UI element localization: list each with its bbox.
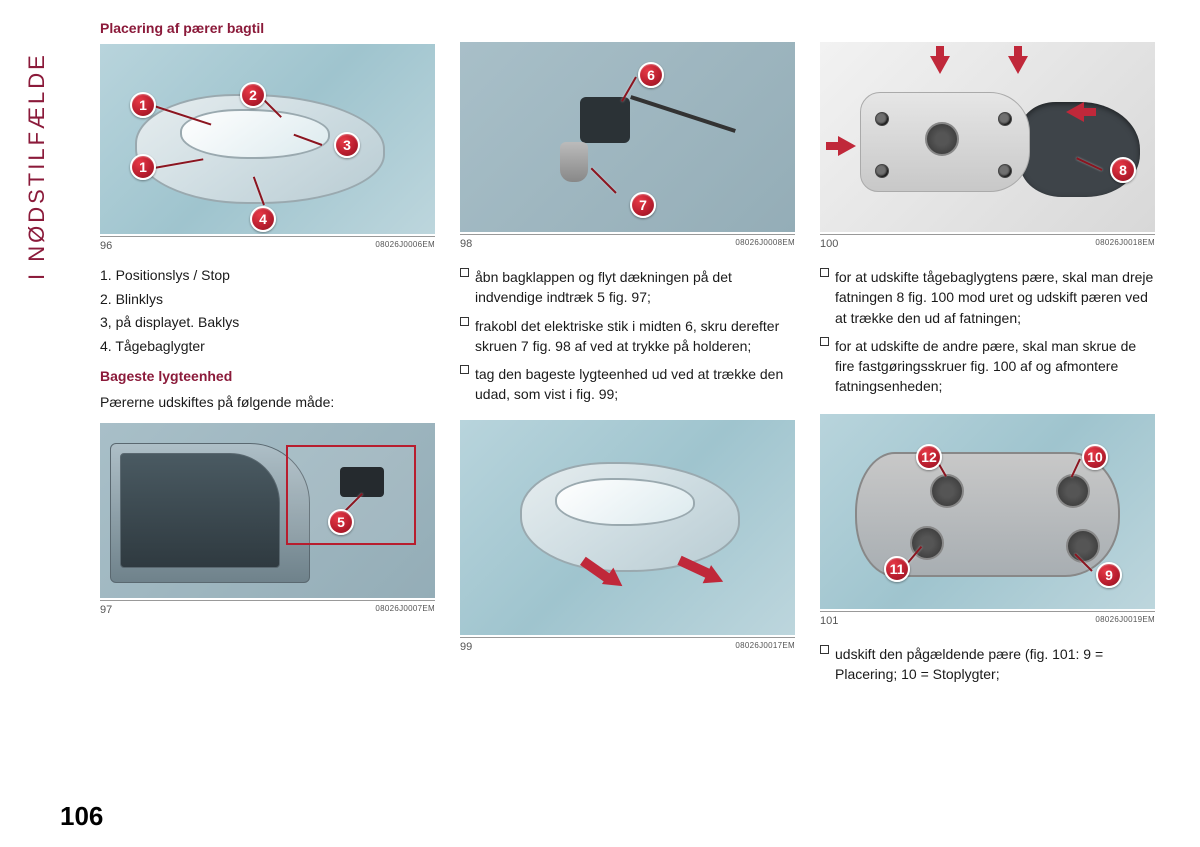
list-item-1: 1. Positionslys / Stop [100, 266, 435, 286]
bullet-2: frakobl det elektriske stik i midten 6, … [460, 313, 795, 360]
fig-num: 98 [460, 238, 472, 250]
callout-12: 12 [916, 444, 942, 470]
callout-11: 11 [884, 556, 910, 582]
figure-97-image: 5 [100, 423, 435, 598]
fig-num: 97 [100, 604, 112, 616]
figure-98-caption: 98 08026J0008EM [460, 234, 795, 250]
heading-placering: Placering af pærer bagtil [100, 20, 435, 36]
fig-code: 08026J0018EM [1095, 238, 1155, 250]
bullet-text: for at udskifte tågebaglygtens pære, ska… [835, 267, 1155, 328]
figure-100-caption: 100 08026J0018EM [820, 234, 1155, 250]
fig-code: 08026J0007EM [375, 604, 435, 616]
chapter-label: I NØDSTILFÆLDE [50, 20, 80, 280]
fig-code: 08026J0008EM [735, 238, 795, 250]
chapter-label-text: I NØDSTILFÆLDE [24, 52, 50, 280]
figure-101-caption: 101 08026J0019EM [820, 611, 1155, 627]
list-item-2: 2. Blinklys [100, 290, 435, 310]
figure-96: 1 2 3 1 4 96 08026J0006EM [100, 44, 435, 252]
callout-2: 2 [240, 82, 266, 108]
column-3: 8 100 08026J0018EM for at udskifte tågeb… [820, 20, 1155, 689]
figure-99-caption: 99 08026J0017EM [460, 637, 795, 653]
bullet-icon [820, 337, 829, 346]
callout-3: 3 [334, 132, 360, 158]
fig-code: 08026J0006EM [375, 240, 435, 252]
callout-6: 6 [638, 62, 664, 88]
fig-num: 96 [100, 240, 112, 252]
fig-num: 99 [460, 641, 472, 653]
fig-code: 08026J0017EM [735, 641, 795, 653]
column-2: 6 7 98 08026J0008EM åbn bagklappen og fl… [460, 20, 795, 689]
page-number: 106 [60, 801, 103, 832]
figure-99-image [460, 420, 795, 635]
figure-96-caption: 96 08026J0006EM [100, 236, 435, 252]
callout-9: 9 [1096, 562, 1122, 588]
callout-4: 4 [250, 206, 276, 232]
bullet-text: frakobl det elektriske stik i midten 6, … [475, 316, 795, 357]
bullet-icon [460, 268, 469, 277]
bullet-icon [460, 365, 469, 374]
figure-101: 12 10 11 9 101 08026J0019EM [820, 414, 1155, 627]
bullet-icon [820, 268, 829, 277]
bullet-icon [460, 317, 469, 326]
callout-7: 7 [630, 192, 656, 218]
figure-100: 8 100 08026J0018EM [820, 42, 1155, 250]
figure-100-image: 8 [820, 42, 1155, 232]
bullet-1: åbn bagklappen og flyt dækningen på det … [460, 264, 795, 311]
callout-1b: 1 [130, 154, 156, 180]
figure-99: 99 08026J0017EM [460, 420, 795, 653]
bullet-5: for at udskifte de andre pære, skal man … [820, 333, 1155, 400]
callout-10: 10 [1082, 444, 1108, 470]
fig-num: 100 [820, 238, 838, 250]
figure-97-caption: 97 08026J0007EM [100, 600, 435, 616]
column-1: Placering af pærer bagtil 1 2 3 1 4 96 0… [100, 20, 435, 689]
list-item-3: 3, på displayet. Baklys [100, 313, 435, 333]
list-item-4: 4. Tågebaglygter [100, 337, 435, 357]
content-columns: Placering af pærer bagtil 1 2 3 1 4 96 0… [100, 20, 1160, 689]
heading-bageste: Bageste lygteenhed [100, 368, 435, 384]
callout-1a: 1 [130, 92, 156, 118]
bullet-6: udskift den pågældende pære (fig. 101: 9… [820, 641, 1155, 688]
figure-98: 6 7 98 08026J0008EM [460, 42, 795, 250]
bullet-icon [820, 645, 829, 654]
callout-5: 5 [328, 509, 354, 535]
fig-num: 101 [820, 615, 838, 627]
fig-code: 08026J0019EM [1095, 615, 1155, 627]
callout-8: 8 [1110, 157, 1136, 183]
body-intro: Pærerne udskiftes på følgende måde: [100, 392, 435, 412]
bullet-3: tag den bageste lygteenhed ud ved at træ… [460, 361, 795, 408]
bullet-text: tag den bageste lygteenhed ud ved at træ… [475, 364, 795, 405]
bullet-text: for at udskifte de andre pære, skal man … [835, 336, 1155, 397]
bullet-text: udskift den pågældende pære (fig. 101: 9… [835, 644, 1155, 685]
figure-98-image: 6 7 [460, 42, 795, 232]
figure-97: 5 97 08026J0007EM [100, 423, 435, 616]
figure-101-image: 12 10 11 9 [820, 414, 1155, 609]
figure-96-image: 1 2 3 1 4 [100, 44, 435, 234]
bullet-4: for at udskifte tågebaglygtens pære, ska… [820, 264, 1155, 331]
bullet-text: åbn bagklappen og flyt dækningen på det … [475, 267, 795, 308]
